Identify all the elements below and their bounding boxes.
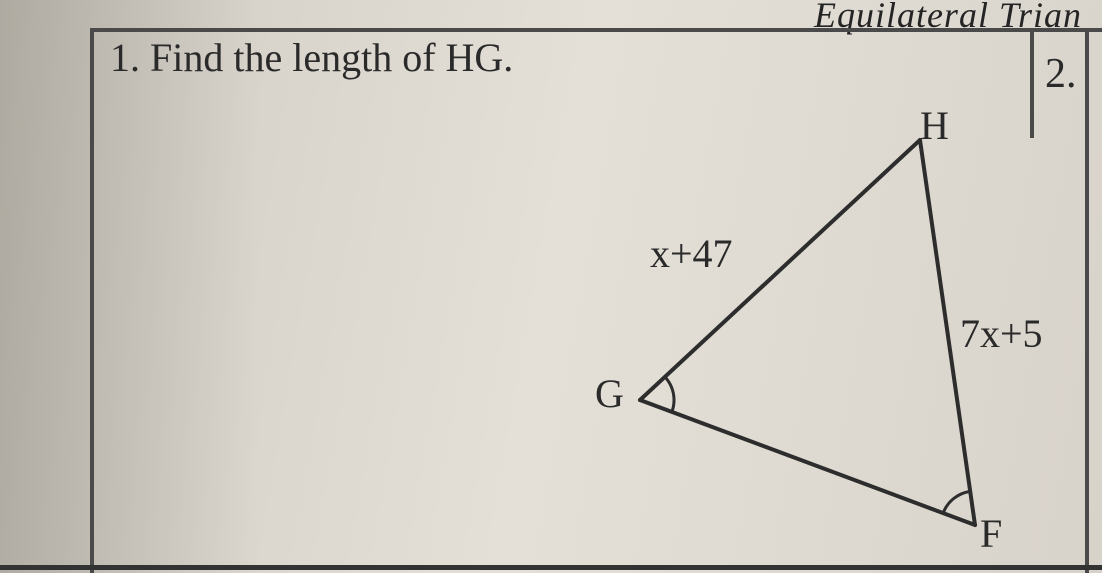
vertex-label-f: F — [980, 510, 1002, 557]
problem-prompt: 1. Find the length of HG. — [110, 34, 513, 81]
paper-shadow — [0, 0, 260, 573]
rule-line-top — [90, 28, 1102, 32]
triangle-diagram: H G F x+47 7x+5 — [580, 110, 1080, 560]
next-problem-number: 2. — [1045, 50, 1077, 98]
vertex-label-g: G — [595, 370, 624, 417]
side-label-gh: x+47 — [650, 230, 733, 277]
vertex-label-h: H — [920, 102, 949, 149]
problem-text: Find the length of HG. — [150, 35, 513, 80]
problem-number: 1. — [110, 35, 140, 80]
worksheet-page: Equilateral Trian 1. Find the length of … — [0, 0, 1102, 573]
rule-line-bottom — [0, 565, 1102, 570]
side-label-hf: 7x+5 — [960, 310, 1043, 357]
rule-line-left — [90, 28, 94, 573]
rule-line-right — [1085, 28, 1089, 573]
